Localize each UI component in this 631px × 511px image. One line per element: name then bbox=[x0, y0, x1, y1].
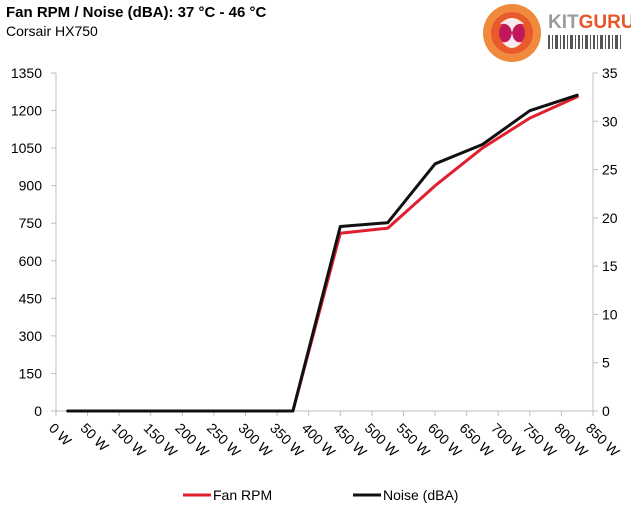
legend-label: Noise (dBA) bbox=[383, 487, 458, 503]
left-axis-tick-label: 600 bbox=[19, 253, 43, 269]
x-axis-tick-label: 700 W bbox=[488, 420, 528, 460]
x-axis-tick-label: 400 W bbox=[299, 420, 339, 460]
x-axis-tick-label: 450 W bbox=[330, 420, 370, 460]
series-line-noise-dba bbox=[66, 93, 579, 413]
right-axis-tick-label: 35 bbox=[602, 65, 618, 81]
right-axis-tick-label: 5 bbox=[602, 355, 610, 371]
x-axis-tick-label: 50 W bbox=[77, 420, 112, 455]
left-axis-tick-label: 300 bbox=[19, 328, 43, 344]
x-axis-tick-label: 650 W bbox=[457, 420, 497, 460]
logo-text: KITGURU bbox=[548, 12, 631, 33]
left-axis-tick-label: 750 bbox=[19, 215, 43, 231]
x-axis-tick-label: 800 W bbox=[551, 420, 591, 460]
left-axis-tick-label: 450 bbox=[19, 290, 43, 306]
left-axis-tick-label: 1200 bbox=[11, 103, 42, 119]
legend-label: Fan RPM bbox=[213, 487, 272, 503]
left-axis-tick-label: 150 bbox=[19, 365, 43, 381]
x-axis-tick-label: 300 W bbox=[235, 420, 275, 460]
left-axis-tick-label: 1350 bbox=[11, 65, 42, 81]
right-axis-tick-label: 0 bbox=[602, 403, 610, 419]
kitguru-logo: KITGURU bbox=[483, 4, 631, 62]
left-axis-tick-label: 0 bbox=[34, 403, 42, 419]
right-axis-tick-label: 25 bbox=[602, 162, 618, 178]
right-axis-tick-label: 15 bbox=[602, 258, 618, 274]
x-axis-tick-label: 250 W bbox=[204, 420, 244, 460]
x-axis-tick-label: 200 W bbox=[172, 420, 212, 460]
kitguru-emblem-icon bbox=[483, 4, 541, 62]
x-axis-tick-label: 350 W bbox=[267, 420, 307, 460]
legend-entry: Fan RPM bbox=[183, 487, 272, 503]
x-axis-tick-label: 100 W bbox=[109, 420, 149, 460]
right-axis-tick-label: 20 bbox=[602, 210, 618, 226]
right-axis-tick-label: 30 bbox=[602, 113, 618, 129]
x-axis-tick-label: 150 W bbox=[141, 420, 181, 460]
x-axis-tick-label: 0 W bbox=[46, 420, 75, 449]
x-axis-tick-label: 850 W bbox=[583, 420, 623, 460]
series-line-fan-rpm bbox=[66, 95, 579, 413]
chart-title: Fan RPM / Noise (dBA): 37 °C - 46 °C bbox=[6, 4, 267, 21]
x-axis-tick-label: 500 W bbox=[362, 420, 402, 460]
legend-entry: Noise (dBA) bbox=[353, 487, 458, 503]
barcode-icon bbox=[548, 35, 621, 49]
left-axis-tick-label: 900 bbox=[19, 178, 43, 194]
x-axis-tick-label: 600 W bbox=[425, 420, 465, 460]
x-axis-tick-label: 550 W bbox=[393, 420, 433, 460]
x-axis-tick-label: 750 W bbox=[520, 420, 560, 460]
right-axis-tick-label: 10 bbox=[602, 306, 618, 322]
chart-subtitle: Corsair HX750 bbox=[6, 23, 98, 39]
left-axis-tick-label: 1050 bbox=[11, 140, 42, 156]
